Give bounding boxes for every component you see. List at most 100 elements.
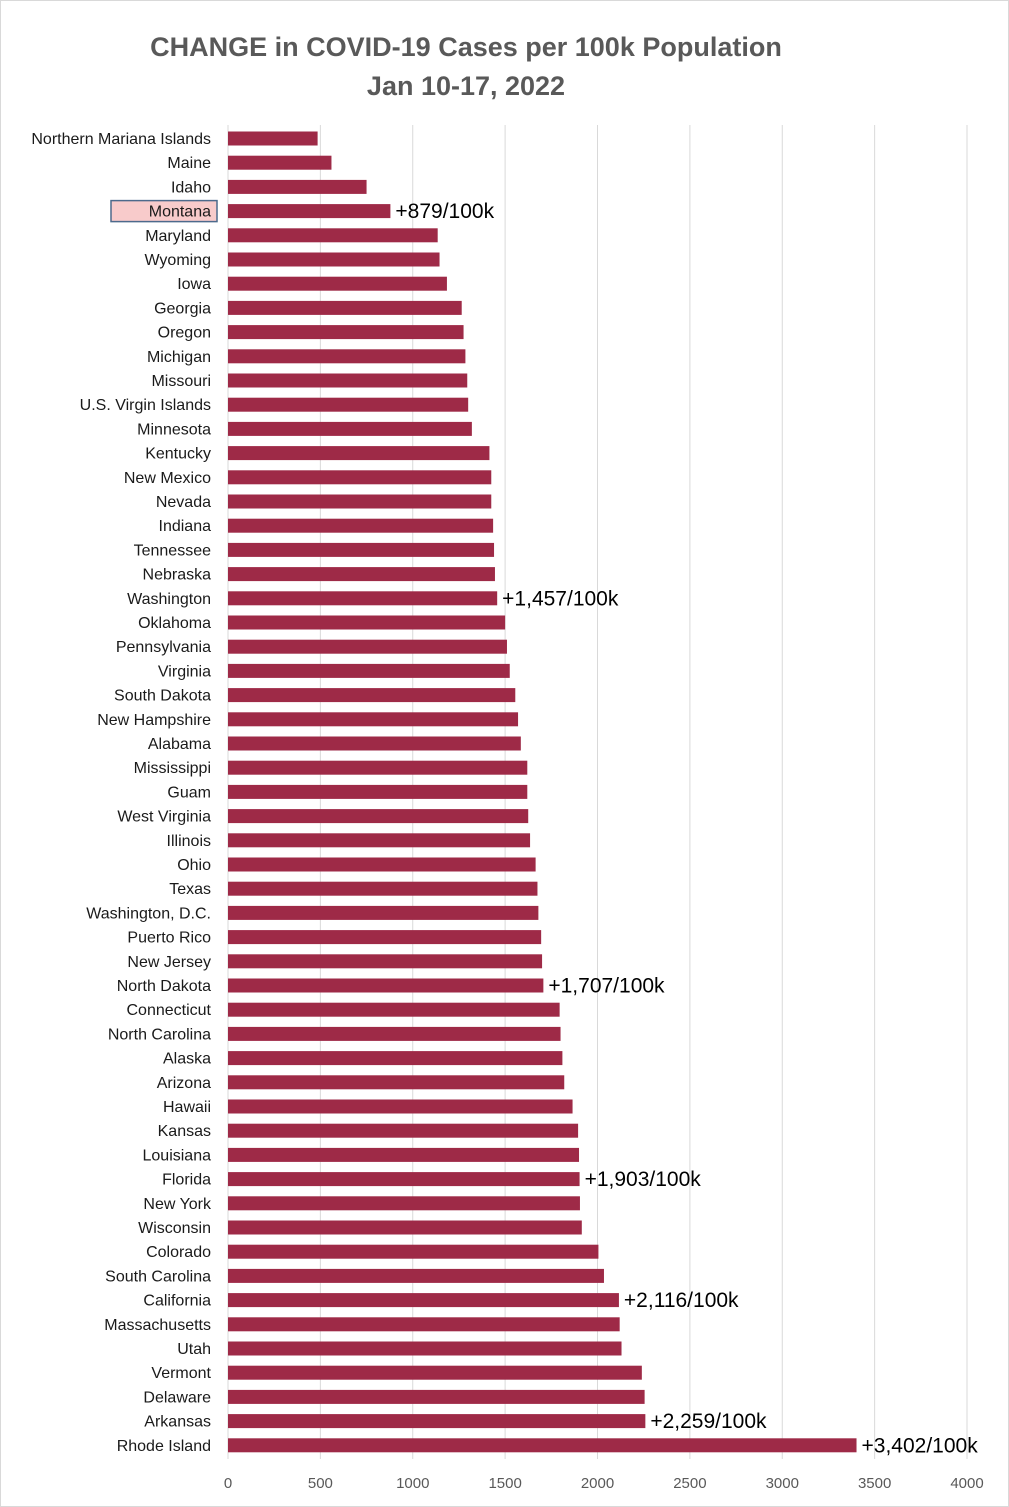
category-label: Ohio	[177, 857, 211, 874]
bar-new-york	[228, 1196, 580, 1211]
bar-north-dakota	[228, 978, 544, 993]
category-label: South Dakota	[114, 688, 211, 705]
bar-alaska	[228, 1051, 563, 1066]
category-label: Oregon	[158, 325, 211, 342]
bar-california	[228, 1293, 619, 1308]
x-tick-label: 0	[224, 1475, 232, 1492]
bar-rhode-island	[228, 1438, 857, 1453]
category-label: Hawaii	[163, 1099, 211, 1116]
category-label: Colorado	[146, 1244, 211, 1261]
category-label: Arizona	[157, 1075, 211, 1092]
bar-nevada	[228, 494, 492, 509]
bar-montana	[228, 204, 391, 219]
bar-georgia	[228, 300, 462, 315]
category-label: Missouri	[151, 373, 211, 390]
bar-north-carolina	[228, 1026, 561, 1041]
bar-puerto-rico	[228, 930, 542, 945]
bar-arkansas	[228, 1414, 646, 1429]
annotation-florida: +1,903/100k	[585, 1168, 702, 1191]
category-label: Alaska	[163, 1051, 211, 1068]
annotation-arkansas: +2,259/100k	[650, 1410, 767, 1433]
bar-indiana	[228, 518, 494, 533]
bar-alabama	[228, 736, 521, 751]
category-label: Tennessee	[134, 542, 211, 559]
category-label: Indiana	[159, 518, 212, 535]
x-axis-ticks: 0 500 1000 1500 2000 2500 3000 3500 4000	[224, 1475, 984, 1492]
category-labels: Northern Mariana Islands Maine Idaho Montan…	[31, 131, 218, 1455]
annotation-north-dakota: +1,707/100k	[548, 975, 665, 998]
category-label: Massachusetts	[104, 1317, 211, 1334]
category-label: Alabama	[148, 736, 211, 753]
bar-illinois	[228, 833, 531, 848]
x-tick-label: 3500	[858, 1475, 891, 1492]
bars	[228, 131, 857, 1453]
category-label: Michigan	[147, 349, 211, 366]
highlight-box	[110, 199, 218, 223]
bar-kansas	[228, 1123, 579, 1138]
bar-nebraska	[228, 567, 495, 582]
category-label: Vermont	[151, 1365, 211, 1382]
bar-u-s-virgin-islands	[228, 397, 469, 412]
category-label: South Carolina	[105, 1268, 211, 1285]
category-label: Nebraska	[143, 567, 212, 584]
bar-florida	[228, 1172, 580, 1187]
category-label: Nevada	[156, 494, 211, 511]
category-label: North Dakota	[117, 978, 211, 995]
annotation-washington: +1,457/100k	[502, 587, 619, 610]
bar-arizona	[228, 1075, 565, 1090]
category-label: West Virginia	[117, 809, 211, 826]
category-label: Florida	[162, 1172, 211, 1189]
bar-washington-d-c	[228, 905, 539, 920]
category-label: Illinois	[167, 833, 211, 850]
bar-south-dakota	[228, 688, 516, 703]
category-label: Georgia	[154, 300, 211, 317]
bar-west-virginia	[228, 809, 529, 824]
bar-colorado	[228, 1244, 599, 1259]
bar-south-carolina	[228, 1268, 604, 1283]
category-label: Iowa	[177, 276, 211, 293]
category-label: Maryland	[145, 228, 211, 245]
category-label: Washington	[127, 591, 211, 608]
category-label: Montana	[149, 204, 211, 221]
bar-delaware	[228, 1389, 645, 1404]
x-tick-label: 1000	[396, 1475, 429, 1492]
bar-pennsylvania	[228, 639, 507, 654]
category-label: Wisconsin	[138, 1220, 211, 1237]
category-label: Oklahoma	[138, 615, 211, 632]
bar-northern-mariana-islands	[228, 131, 318, 146]
bar-texas	[228, 881, 538, 896]
bar-virginia	[228, 663, 510, 678]
category-label: California	[143, 1293, 211, 1310]
category-label: New Jersey	[127, 954, 211, 971]
bar-maryland	[228, 228, 438, 243]
x-tick-label: 500	[308, 1475, 333, 1492]
category-label: U.S. Virgin Islands	[80, 397, 211, 414]
bar-wisconsin	[228, 1220, 582, 1235]
bar-wyoming	[228, 252, 440, 267]
category-label: Texas	[169, 881, 211, 898]
category-label: Louisiana	[143, 1147, 212, 1164]
category-label: Kentucky	[145, 446, 211, 463]
annotation-rhode-island: +3,402/100k	[862, 1434, 979, 1457]
bar-ohio	[228, 857, 536, 872]
category-label: Connecticut	[127, 1002, 212, 1019]
category-label: Puerto Rico	[127, 930, 211, 947]
category-label: New Hampshire	[97, 712, 211, 729]
bar-new-hampshire	[228, 712, 519, 727]
bar-new-jersey	[228, 954, 543, 969]
category-label: Minnesota	[137, 421, 211, 438]
bar-connecticut	[228, 1002, 560, 1017]
category-label: Arkansas	[144, 1414, 211, 1431]
annotation-california: +2,116/100k	[624, 1289, 739, 1312]
bar-maine	[228, 155, 332, 170]
bar-mississippi	[228, 760, 528, 775]
x-tick-label: 4000	[950, 1475, 983, 1492]
annotations: +879/100k +1,457/100k +1,707/100k +1,903/10…	[395, 200, 978, 1457]
bar-minnesota	[228, 421, 472, 436]
bar-kentucky	[228, 446, 490, 461]
annotation-montana: +879/100k	[395, 200, 494, 223]
category-label: New York	[143, 1196, 212, 1213]
bar-guam	[228, 784, 528, 799]
